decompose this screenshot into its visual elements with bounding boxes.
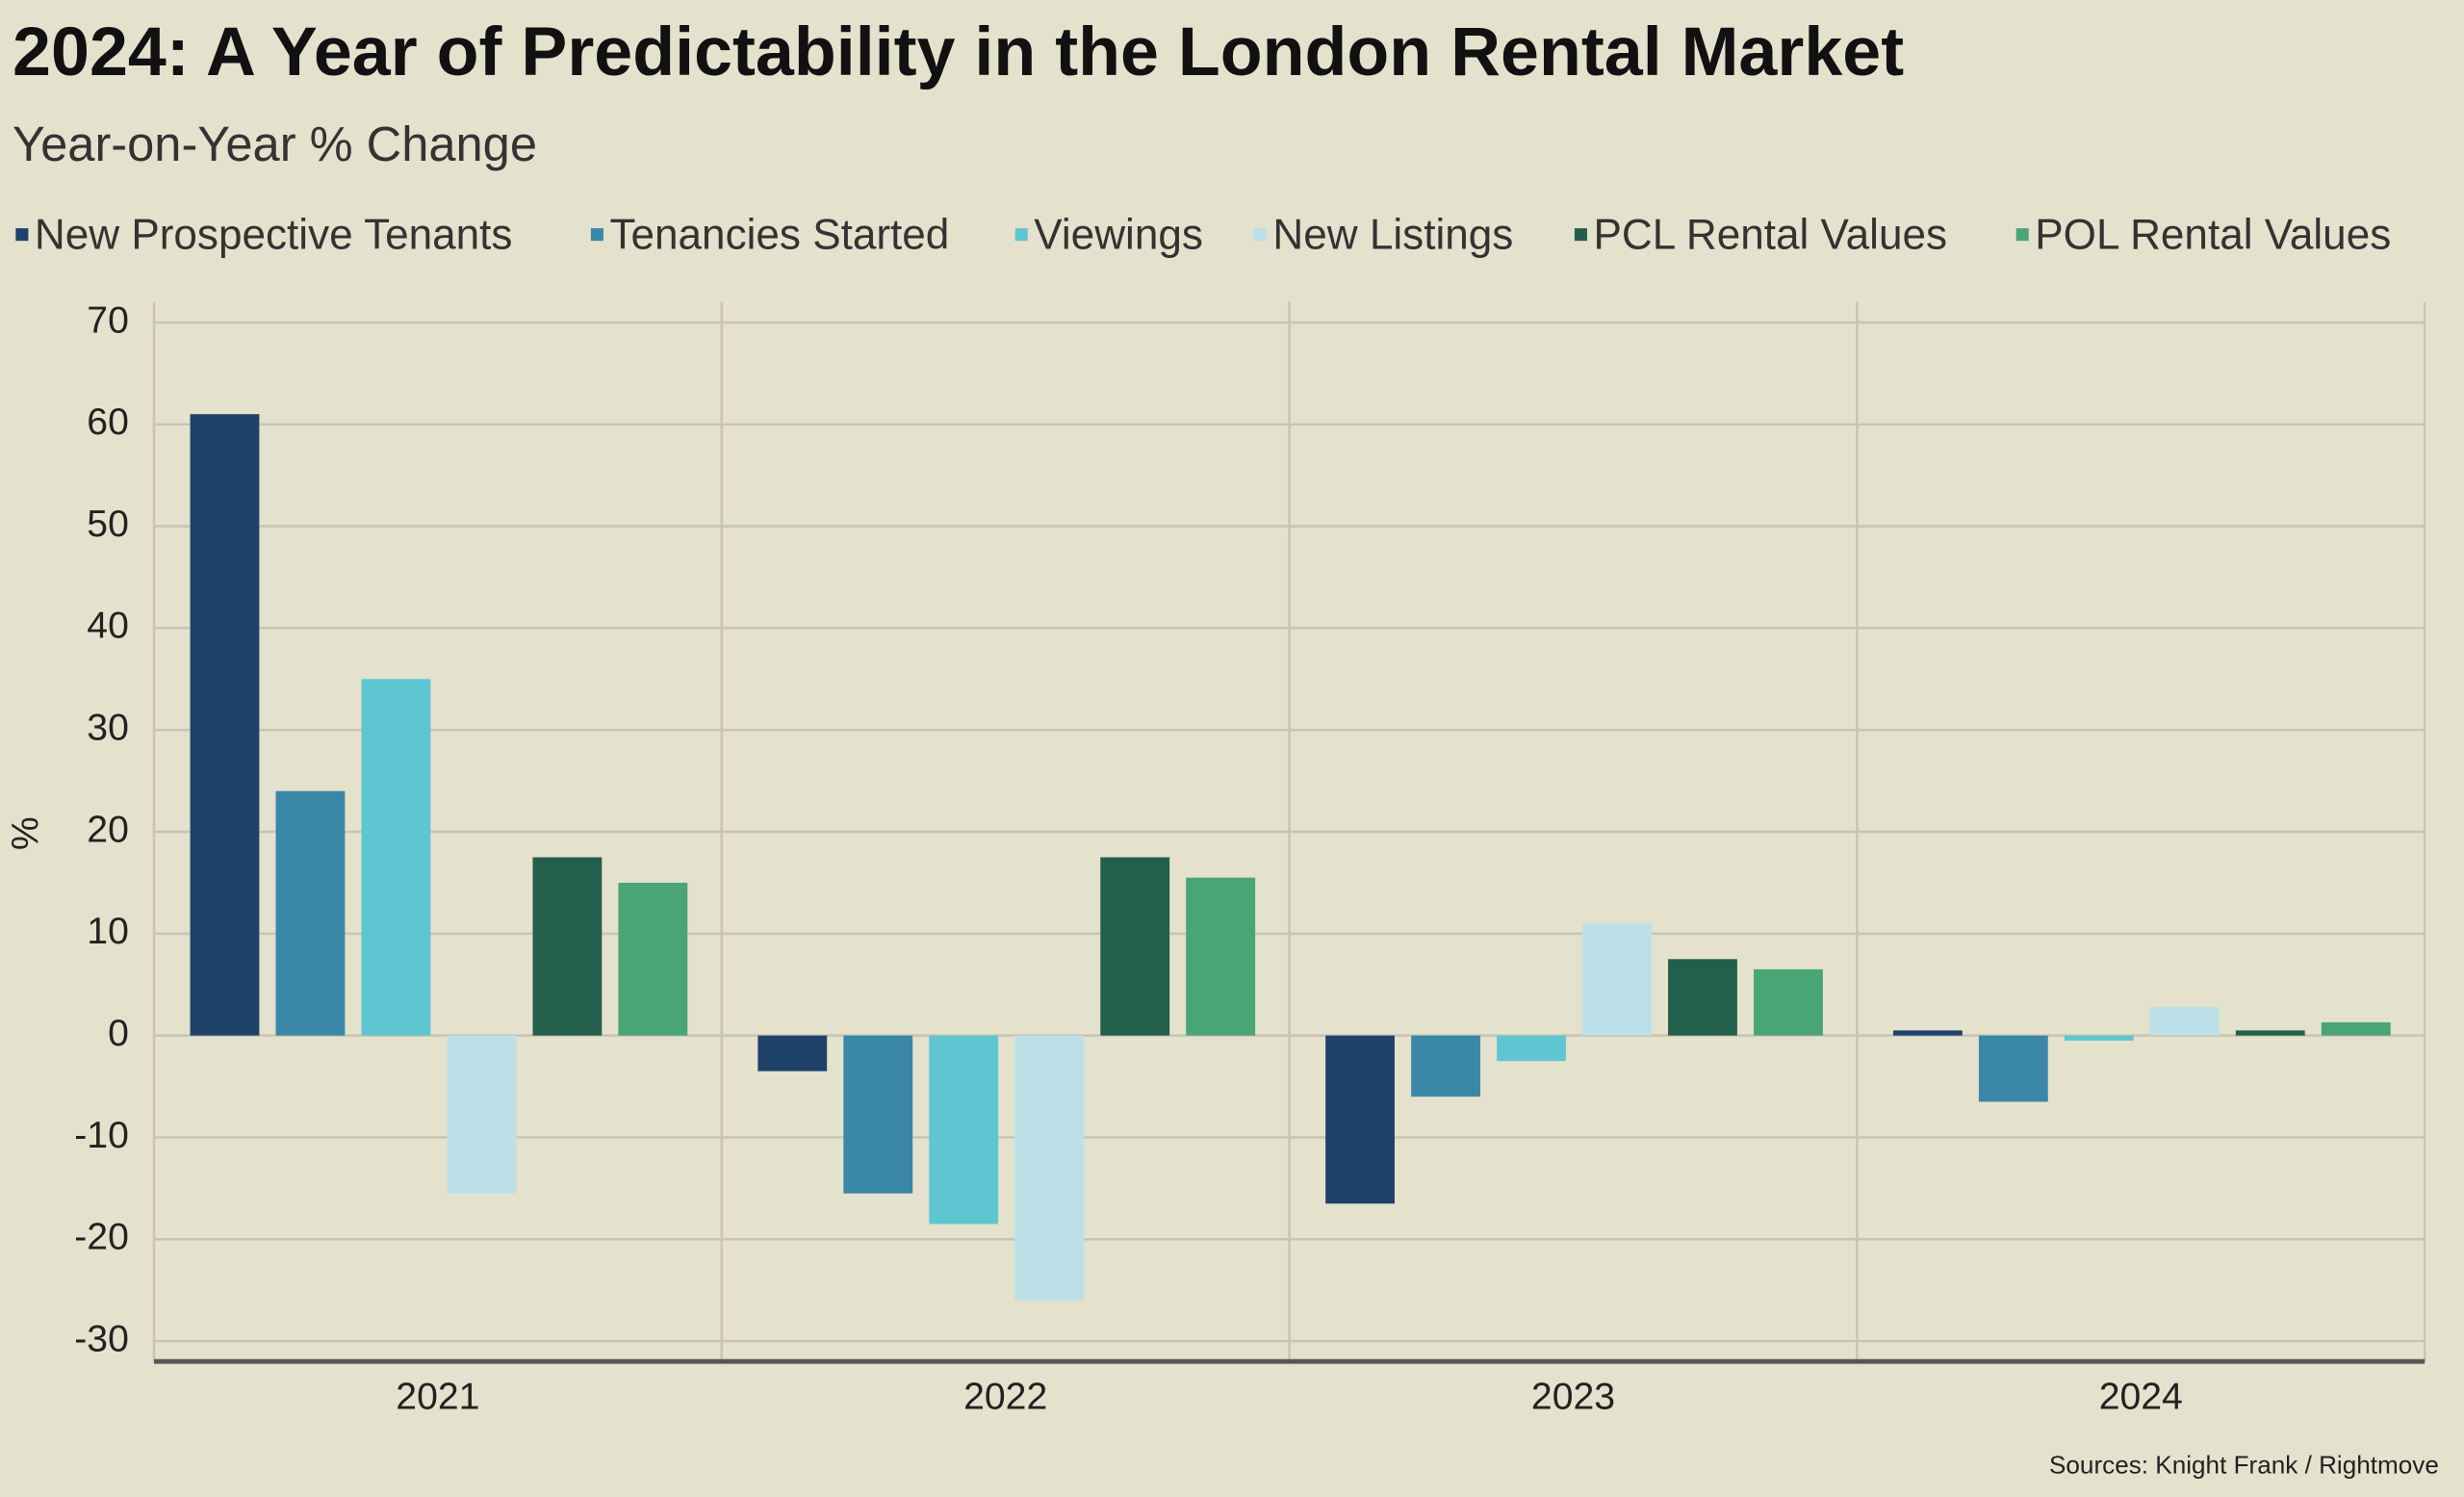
bar xyxy=(361,679,431,1036)
y-tick-label: 10 xyxy=(87,911,129,952)
legend-label: PCL Rental Values xyxy=(1594,212,1948,259)
legend-label: New Prospective Tenants xyxy=(35,212,513,259)
legend-label: POL Rental Values xyxy=(2035,212,2391,259)
legend-swatch xyxy=(15,228,29,242)
x-tick-label: 2022 xyxy=(963,1377,1047,1418)
bar xyxy=(1325,1035,1395,1204)
bar xyxy=(1411,1035,1480,1097)
legend-label: Tenancies Started xyxy=(609,212,949,259)
bar xyxy=(929,1035,999,1225)
bar xyxy=(1754,968,1823,1036)
x-tick-label: 2021 xyxy=(396,1377,479,1418)
bar xyxy=(757,1035,828,1071)
bar xyxy=(618,882,688,1036)
bar xyxy=(1582,923,1652,1036)
y-tick-label: 20 xyxy=(87,809,129,850)
legend-swatch xyxy=(1014,228,1028,242)
y-tick-label: 30 xyxy=(87,708,129,749)
y-tick-label: 0 xyxy=(108,1013,129,1054)
chart-title: 2024: A Year of Predictability in the Lo… xyxy=(13,13,1904,90)
y-tick-label: -10 xyxy=(74,1115,129,1156)
y-tick-label: -20 xyxy=(74,1217,129,1258)
legend-label: Viewings xyxy=(1034,212,1203,259)
x-tick-label: 2023 xyxy=(1531,1377,1615,1418)
x-tick-label: 2024 xyxy=(2099,1377,2183,1418)
bar xyxy=(1014,1035,1085,1301)
bar xyxy=(1978,1035,2048,1102)
bar xyxy=(1668,959,1737,1036)
legend-swatch xyxy=(590,228,603,242)
y-tick-label: 50 xyxy=(87,503,129,545)
bar xyxy=(1497,1035,1566,1062)
bar xyxy=(447,1035,517,1194)
bar xyxy=(275,790,346,1036)
bar xyxy=(843,1035,913,1194)
bar xyxy=(2149,1007,2220,1036)
y-tick-label: 60 xyxy=(87,401,129,443)
bar xyxy=(1892,1030,1963,1036)
y-tick-label: 70 xyxy=(87,299,129,341)
y-tick-label: -30 xyxy=(74,1318,129,1359)
legend-swatch xyxy=(1574,228,1587,242)
y-axis-label: % xyxy=(6,816,47,850)
bar xyxy=(532,857,603,1036)
bar xyxy=(1100,857,1170,1036)
bar xyxy=(190,414,260,1036)
bar xyxy=(1186,877,1256,1036)
legend-swatch xyxy=(1253,228,1267,242)
chart-subtitle: Year-on-Year % Change xyxy=(13,116,537,171)
y-tick-label: 40 xyxy=(87,606,129,647)
legend-label: New Listings xyxy=(1272,212,1513,259)
bar xyxy=(2321,1021,2391,1036)
bar xyxy=(2064,1035,2134,1041)
bar xyxy=(2235,1030,2305,1036)
source-note: Sources: Knight Frank / Rightmove xyxy=(2049,1451,2439,1480)
legend-swatch xyxy=(2015,228,2029,242)
